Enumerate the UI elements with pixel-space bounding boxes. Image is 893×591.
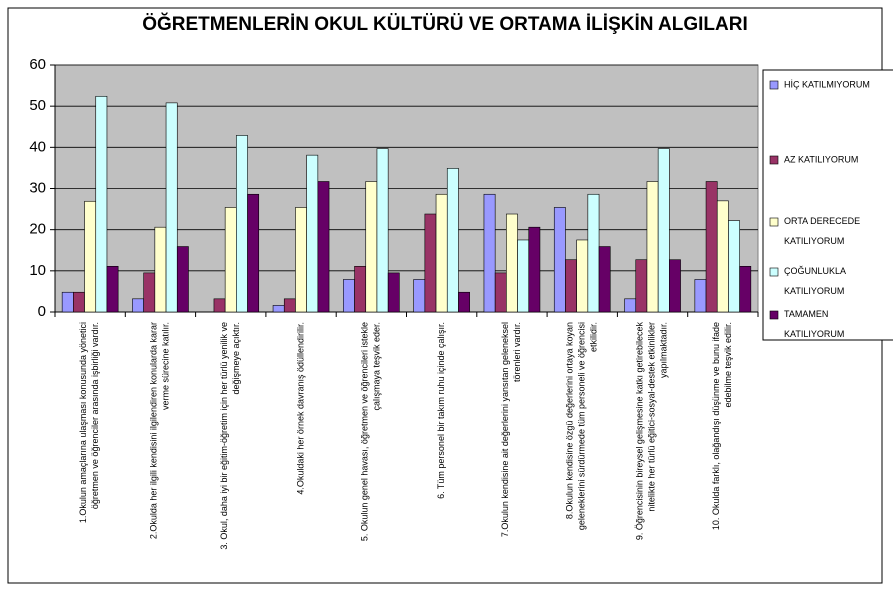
bar bbox=[494, 272, 507, 313]
bar bbox=[247, 193, 260, 313]
bar bbox=[387, 272, 400, 313]
y-tick-label: 0 bbox=[38, 303, 46, 320]
bar bbox=[646, 181, 659, 313]
bar bbox=[365, 181, 378, 313]
x-tick-label: 8.Okulun kendisine özgü değerlerini orta… bbox=[565, 322, 599, 530]
bar bbox=[587, 193, 600, 313]
bar bbox=[143, 272, 156, 313]
bar bbox=[283, 298, 296, 313]
x-tick-label: 2.Okulda her ilgili kendisini ilgilendir… bbox=[149, 322, 171, 539]
bar bbox=[483, 193, 496, 313]
x-tick-label: 3. Okul, daha iyi bir eğitim-öğretim içi… bbox=[219, 322, 241, 550]
bar bbox=[624, 298, 637, 313]
bar bbox=[528, 226, 541, 313]
x-tick-label: 7.Okulun kendisine ait değerlerini yansı… bbox=[500, 322, 522, 537]
bar bbox=[598, 246, 611, 313]
y-tick-label: 20 bbox=[29, 221, 46, 238]
legend-swatch bbox=[769, 217, 779, 227]
legend-swatch bbox=[769, 310, 779, 320]
legend-label: AZ KATILIYORUM bbox=[784, 154, 858, 164]
bar bbox=[343, 279, 355, 313]
bar bbox=[669, 259, 681, 313]
bar bbox=[506, 213, 518, 313]
bar bbox=[553, 207, 566, 313]
bar bbox=[176, 246, 189, 313]
y-tick-label: 10 bbox=[29, 262, 46, 279]
legend-box bbox=[762, 69, 893, 341]
legend-swatch bbox=[769, 267, 779, 277]
bar bbox=[306, 154, 319, 313]
legend-label: TAMAMEN KATILIYORUM bbox=[784, 309, 844, 339]
bar bbox=[446, 168, 459, 313]
legend-swatch bbox=[769, 80, 779, 90]
x-tick-label: 1.Okulun amaçlarına ulaşması konusunda y… bbox=[79, 322, 101, 523]
x-tick-label: 4.Okuldaki her örnek davranış ödüllendir… bbox=[295, 322, 305, 495]
y-tick-label: 60 bbox=[29, 56, 46, 73]
legend-label: ÇOĞUNLUKLA KATILIYORUM bbox=[784, 266, 846, 296]
bar bbox=[458, 291, 470, 313]
x-tick-label: 5. Okulun genel havası, öğretmen ve öğre… bbox=[360, 322, 382, 541]
legend-swatch bbox=[769, 155, 779, 165]
x-tick-label: 6. Tüm personel bir takım ruhu içinde ça… bbox=[436, 322, 446, 499]
bar bbox=[576, 239, 589, 313]
bar bbox=[73, 291, 85, 313]
legend-label: ORTA DERECEDE KATILIYORUM bbox=[784, 216, 860, 246]
x-tick-label: 10. Okulda farklı, olağandışı düşünme ve… bbox=[711, 322, 733, 530]
bar bbox=[295, 207, 307, 313]
x-tick-label: 9. Öğrencisinin bireysel gelişmesine kat… bbox=[635, 322, 669, 541]
y-tick-label: 50 bbox=[29, 97, 46, 114]
bar bbox=[517, 239, 530, 313]
bar bbox=[694, 279, 707, 313]
bar bbox=[272, 305, 285, 313]
bar bbox=[84, 200, 97, 313]
y-tick-label: 40 bbox=[29, 138, 46, 155]
bar bbox=[728, 220, 740, 313]
bar bbox=[413, 279, 426, 313]
bar bbox=[317, 181, 330, 313]
bar bbox=[95, 95, 108, 313]
y-tick-label: 30 bbox=[29, 179, 46, 196]
chart-title: ÖĞRETMENLERİN OKUL KÜLTÜRÜ VE ORTAMA İLİ… bbox=[142, 13, 748, 35]
bar bbox=[435, 193, 448, 313]
bar bbox=[376, 148, 389, 313]
bar bbox=[716, 200, 729, 313]
bar bbox=[106, 266, 119, 313]
bar bbox=[657, 148, 670, 313]
bar bbox=[154, 226, 167, 313]
bar bbox=[61, 291, 74, 313]
legend-label: HİÇ KATILMIYORUM bbox=[784, 79, 870, 89]
bar bbox=[424, 213, 437, 313]
bar bbox=[354, 266, 367, 313]
bar bbox=[132, 298, 144, 313]
bar bbox=[224, 207, 237, 313]
bar bbox=[739, 266, 752, 313]
bar bbox=[565, 259, 577, 313]
bar bbox=[635, 259, 648, 313]
bar bbox=[705, 181, 718, 313]
bar bbox=[165, 102, 178, 313]
bar bbox=[213, 298, 226, 313]
bar bbox=[236, 135, 248, 313]
